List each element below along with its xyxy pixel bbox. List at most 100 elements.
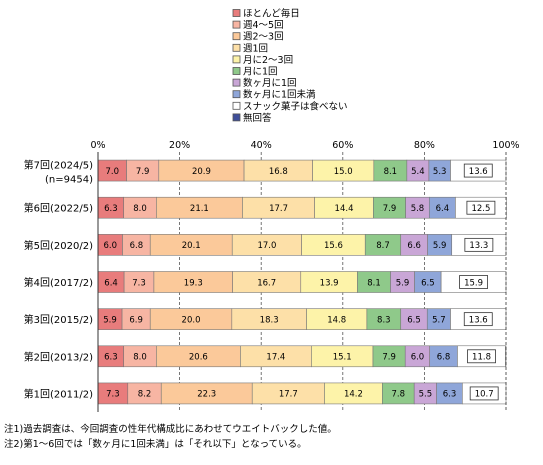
x-tick-label: 100% bbox=[492, 140, 519, 151]
data-label: 8.2 bbox=[138, 390, 152, 400]
category-label: 第6回(2022/5) bbox=[24, 202, 93, 215]
data-label: 14.2 bbox=[344, 390, 363, 400]
data-label: 11.8 bbox=[472, 353, 491, 363]
legend-label: 無回答 bbox=[243, 112, 272, 124]
legend-swatch bbox=[233, 102, 240, 109]
data-label: 5.7 bbox=[432, 315, 446, 325]
data-label: 15.1 bbox=[333, 353, 352, 363]
data-label: 8.7 bbox=[376, 241, 390, 251]
legend-swatch bbox=[233, 68, 240, 75]
data-label: 7.3 bbox=[132, 278, 146, 288]
x-tick-label: 40% bbox=[251, 140, 272, 151]
data-label: 17.0 bbox=[257, 241, 276, 251]
data-label: 14.4 bbox=[335, 204, 354, 214]
data-label: 5.9 bbox=[433, 241, 447, 251]
data-label: 5.8 bbox=[411, 204, 425, 214]
legend-swatch bbox=[233, 79, 240, 86]
data-label: 6.6 bbox=[407, 241, 421, 251]
data-label: 7.0 bbox=[106, 167, 120, 177]
data-label: 20.9 bbox=[192, 167, 211, 177]
data-label: 7.9 bbox=[382, 353, 396, 363]
category-label: 第1回(2011/2) bbox=[24, 387, 93, 400]
data-label: 6.3 bbox=[104, 353, 118, 363]
data-label: 5.4 bbox=[411, 167, 425, 177]
data-label: 8.1 bbox=[384, 167, 398, 177]
data-label: 6.3 bbox=[443, 390, 457, 400]
data-label: 6.5 bbox=[421, 278, 435, 288]
category-label: 第5回(2020/2) bbox=[24, 239, 93, 252]
data-label: 10.7 bbox=[475, 390, 494, 400]
data-label: 6.3 bbox=[104, 204, 118, 214]
data-label: 13.3 bbox=[469, 241, 488, 251]
legend-label: スナック菓子は食べない bbox=[243, 100, 348, 112]
data-label: 18.3 bbox=[260, 315, 279, 325]
data-label: 22.3 bbox=[197, 390, 216, 400]
data-label: 7.9 bbox=[383, 204, 397, 214]
legend-label: 週2～3回 bbox=[243, 31, 284, 43]
footnote: 注1)過去調査は、今回調査の性年代構成比にあわせてウエイトバックした値。 bbox=[4, 423, 337, 435]
data-label: 7.3 bbox=[106, 390, 120, 400]
data-label: 21.1 bbox=[190, 204, 209, 214]
legend-swatch bbox=[233, 114, 240, 121]
x-tick-label: 0% bbox=[90, 140, 105, 151]
data-label: 16.8 bbox=[269, 167, 288, 177]
data-label: 6.5 bbox=[407, 315, 421, 325]
data-label: 8.1 bbox=[367, 278, 381, 288]
legend-swatch bbox=[233, 56, 240, 63]
data-label: 13.6 bbox=[469, 167, 488, 177]
data-label: 6.8 bbox=[437, 353, 451, 363]
category-label: 第3回(2015/2) bbox=[24, 313, 93, 326]
category-sublabel: (n=9454) bbox=[45, 175, 93, 186]
data-label: 6.8 bbox=[130, 241, 144, 251]
data-label: 20.0 bbox=[182, 315, 201, 325]
legend-swatch bbox=[233, 10, 240, 17]
data-label: 19.3 bbox=[184, 278, 203, 288]
footnote: 注2)第1～6回では「数ヶ月に1回未満」は「それ以下」となっている。 bbox=[4, 438, 307, 450]
data-label: 17.7 bbox=[269, 204, 288, 214]
data-label: 6.9 bbox=[129, 315, 143, 325]
x-tick-label: 60% bbox=[332, 140, 353, 151]
category-label: 第4回(2017/2) bbox=[24, 276, 93, 289]
category-label: 第7回(2024/5) bbox=[24, 159, 93, 172]
data-label: 6.0 bbox=[103, 241, 117, 251]
x-tick-label: 20% bbox=[169, 140, 190, 151]
data-label: 6.4 bbox=[104, 278, 118, 288]
legend-swatch bbox=[233, 91, 240, 98]
data-label: 6.0 bbox=[411, 353, 425, 363]
category-label: 第2回(2013/2) bbox=[24, 350, 93, 363]
legend-label: ほとんど毎日 bbox=[243, 8, 300, 20]
legend-swatch bbox=[233, 21, 240, 28]
data-label: 20.1 bbox=[182, 241, 201, 251]
data-label: 16.7 bbox=[257, 278, 276, 288]
legend-swatch bbox=[233, 33, 240, 40]
x-tick-label: 80% bbox=[414, 140, 435, 151]
legend-label: 週4～5回 bbox=[243, 19, 284, 31]
legend-label: 月に1回 bbox=[243, 67, 278, 78]
data-label: 5.9 bbox=[396, 278, 410, 288]
data-label: 8.0 bbox=[133, 204, 147, 214]
data-label: 13.9 bbox=[320, 278, 339, 288]
data-label: 13.6 bbox=[469, 315, 488, 325]
data-label: 7.8 bbox=[392, 390, 406, 400]
legend-label: 月に2～3回 bbox=[243, 55, 293, 66]
data-label: 12.5 bbox=[471, 204, 490, 214]
data-label: 7.9 bbox=[136, 167, 150, 177]
legend-swatch bbox=[233, 44, 240, 51]
data-label: 6.4 bbox=[436, 204, 450, 214]
data-label: 5.5 bbox=[419, 390, 433, 400]
legend-label: 数ヶ月に1回 bbox=[243, 77, 297, 89]
data-label: 5.3 bbox=[433, 167, 447, 177]
data-label: 5.9 bbox=[103, 315, 117, 325]
data-label: 15.0 bbox=[334, 167, 353, 177]
data-label: 17.4 bbox=[266, 353, 285, 363]
legend-label: 週1回 bbox=[243, 42, 268, 54]
data-label: 8.3 bbox=[377, 315, 391, 325]
data-label: 15.6 bbox=[324, 241, 343, 251]
legend-label: 数ヶ月に1回未満 bbox=[243, 89, 316, 101]
data-label: 17.7 bbox=[279, 390, 298, 400]
data-label: 15.9 bbox=[464, 278, 483, 288]
data-label: 8.0 bbox=[133, 353, 147, 363]
data-label: 14.8 bbox=[327, 315, 346, 325]
